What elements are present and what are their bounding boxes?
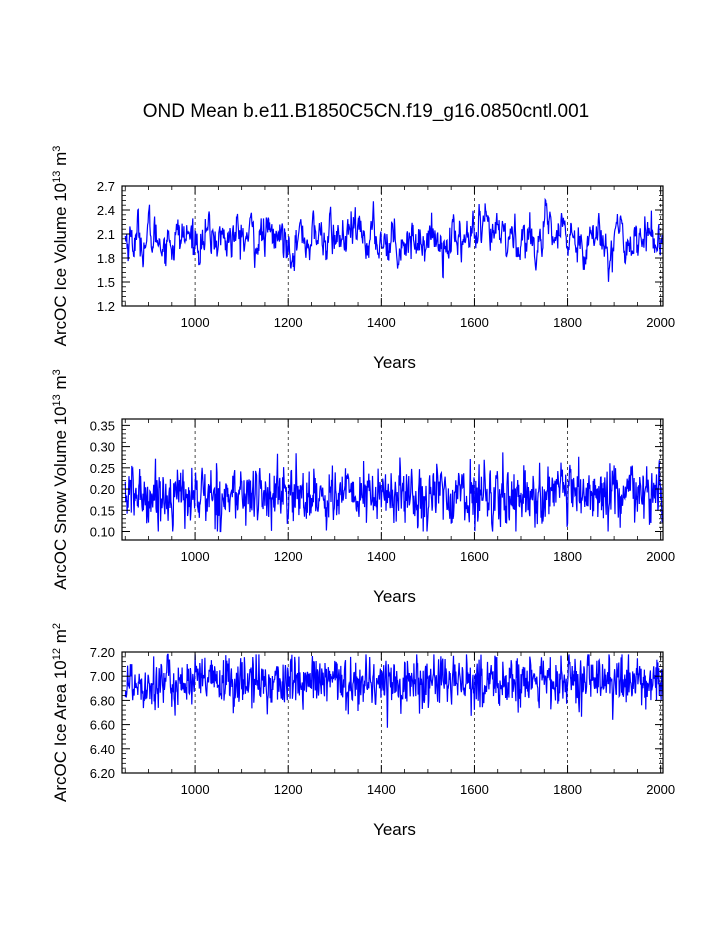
xtick-label: 1000 xyxy=(181,782,210,797)
xtick-label: 1600 xyxy=(460,549,489,564)
ytick-label: 0.30 xyxy=(90,440,115,455)
xtick-label: 1000 xyxy=(181,315,210,330)
series-line-snow_volume xyxy=(124,452,664,533)
ytick-label: 1.5 xyxy=(97,275,115,290)
ytick-label: 1.8 xyxy=(97,251,115,266)
panel-ice_volume: 1.2 1.5 1.8 2.1 2.4 2.7 1000 1200 1400 1600 1800 20… xyxy=(51,146,675,372)
ytick-label: 2.7 xyxy=(97,179,115,194)
xtick-label: 1400 xyxy=(367,315,396,330)
y-axis-label-part: ArcOC Ice Volume 10 xyxy=(51,183,70,346)
plot-frame xyxy=(121,185,664,307)
y-axis-label-part: m xyxy=(51,375,70,394)
figure-title: OND Mean b.e11.B1850C5CN.f19_g16.0850cnt… xyxy=(143,101,589,122)
xtick-label: 2000 xyxy=(646,315,675,330)
y-axis-label-part: ArcOC Snow Volume 10 xyxy=(51,406,70,589)
xtick-label: 1800 xyxy=(553,549,582,564)
ytick-label: 0.20 xyxy=(90,482,115,497)
series-line-ice_area xyxy=(124,653,664,728)
xtick-label: 1400 xyxy=(367,782,396,797)
panel-ice_area: 6.20 6.40 6.60 6.80 7.00 7.20 1000 1200 1400 1600… xyxy=(51,623,675,839)
x-axis-label: Years xyxy=(373,587,416,606)
y-axis-label-part: 3 xyxy=(51,369,63,375)
xtick-label: 1600 xyxy=(460,782,489,797)
xtick-label: 1800 xyxy=(553,782,582,797)
y-axis-label-part: m xyxy=(51,629,70,648)
ytick-label: 6.20 xyxy=(90,766,115,781)
x-axis-label: Years xyxy=(373,353,416,372)
ytick-label: 1.2 xyxy=(97,299,115,314)
ytick-label: 6.60 xyxy=(90,718,115,733)
plot-frame xyxy=(121,651,664,774)
y-axis-label-part: 13 xyxy=(51,171,63,183)
ytick-label: 0.15 xyxy=(90,503,115,518)
y-axis-label-part: ArcOC Ice Area 10 xyxy=(51,660,70,802)
panel-snow_volume: 0.10 0.15 0.20 0.25 0.30 0.35 1000 1200 1400 1600… xyxy=(51,369,675,606)
xtick-label: 1000 xyxy=(181,549,210,564)
ytick-label: 7.20 xyxy=(90,645,115,660)
ytick-label: 2.4 xyxy=(97,203,115,218)
ytick-label: 7.00 xyxy=(90,669,115,684)
y-axis-label-part: 12 xyxy=(51,648,63,660)
ytick-label: 2.1 xyxy=(97,227,115,242)
y-axis-label-part: m xyxy=(51,152,70,171)
ytick-label: 0.25 xyxy=(90,461,115,476)
xtick-label: 1400 xyxy=(367,549,396,564)
xtick-label: 1200 xyxy=(274,782,303,797)
y-axis-label-part: 3 xyxy=(51,146,63,152)
ytick-label: 6.40 xyxy=(90,742,115,757)
xtick-label: 1600 xyxy=(460,315,489,330)
y-axis-label-part: 2 xyxy=(51,623,63,629)
y-axis-label: ArcOC Ice Volume 1013 m3 xyxy=(51,146,70,347)
series-line-ice_volume xyxy=(124,197,664,282)
ytick-label: 6.80 xyxy=(90,693,115,708)
x-axis-label: Years xyxy=(373,820,416,839)
ytick-label: 0.35 xyxy=(90,418,115,433)
ytick-label: 0.10 xyxy=(90,525,115,540)
xtick-label: 1200 xyxy=(274,315,303,330)
xtick-label: 2000 xyxy=(646,549,675,564)
plot-frame xyxy=(121,418,664,541)
xtick-label: 1200 xyxy=(274,549,303,564)
xtick-label: 2000 xyxy=(646,782,675,797)
y-axis-label-part: 13 xyxy=(51,394,63,406)
y-axis-label: ArcOC Ice Area 1012 m2 xyxy=(51,623,70,802)
xtick-label: 1800 xyxy=(553,315,582,330)
y-axis-label: ArcOC Snow Volume 1013 m3 xyxy=(51,369,70,590)
